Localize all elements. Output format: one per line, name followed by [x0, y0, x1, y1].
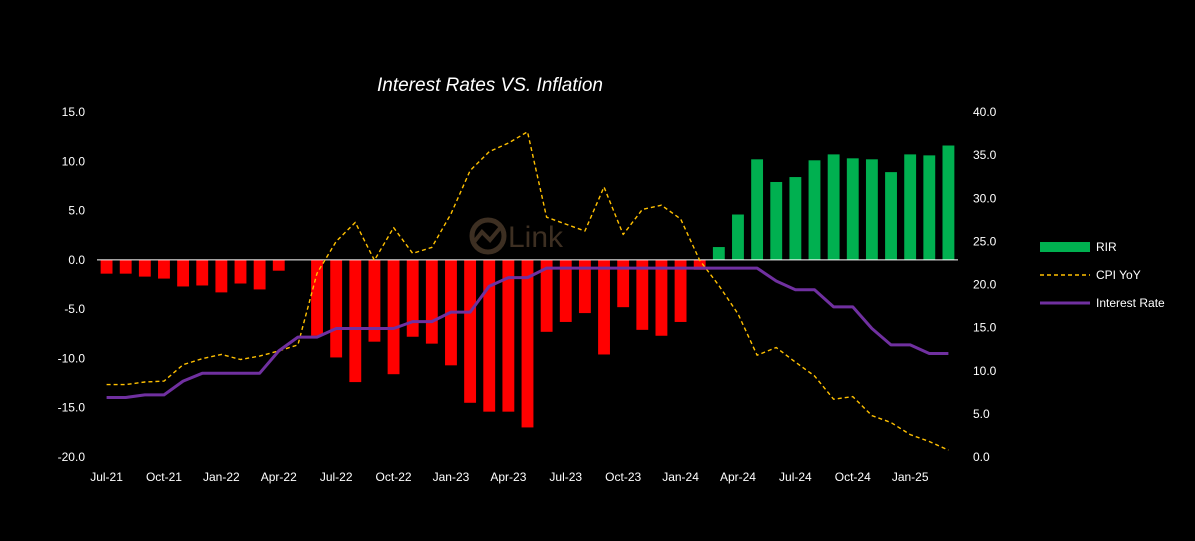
left-axis-tick-label: 15.0: [62, 105, 86, 119]
right-axis-tick-label: 5.0: [973, 407, 990, 421]
legend-label: Interest Rate: [1096, 296, 1165, 310]
rir-bar: [770, 181, 783, 260]
x-axis-tick-label: Jul-23: [549, 470, 582, 484]
rir-bar: [578, 259, 591, 314]
rir-bar: [158, 259, 170, 279]
x-axis-tick-label: Jan-23: [433, 470, 470, 484]
rir-bar: [502, 259, 515, 412]
x-axis-tick-label: Apr-22: [261, 470, 297, 484]
rir-bar: [483, 259, 496, 412]
rir-bar: [521, 259, 534, 428]
right-axis-tick-label: 0.0: [973, 450, 990, 464]
rir-bar: [540, 259, 553, 332]
x-axis: Jul-21 Oct-21 Jan-22 Apr-22 Jul-22 Oct-22 Jan-…: [90, 470, 929, 484]
left-axis-tick-label: -15.0: [58, 401, 86, 415]
x-axis-tick-label: Jan-24: [662, 470, 699, 484]
left-axis-tick-label: -10.0: [58, 351, 86, 365]
watermark-logo-icon: [469, 217, 507, 255]
rir-bar: [693, 259, 706, 270]
legend-item-rir: RIR: [1040, 240, 1117, 254]
rir-bar: [330, 259, 343, 358]
legend: RIR CPI YoY Interest Rate: [1040, 240, 1165, 310]
rir-bar: [827, 154, 840, 260]
rir-bar: [311, 259, 323, 336]
rir-bar: [865, 159, 878, 260]
rir-bar: [177, 259, 190, 287]
left-axis-tick-label: 5.0: [68, 204, 85, 218]
x-axis-tick-label: Jul-21: [90, 470, 123, 484]
interest-rate-line: [106, 266, 949, 399]
rir-bar: [598, 259, 610, 355]
x-axis-tick-label: Jan-25: [892, 470, 929, 484]
rir-bar: [942, 145, 955, 260]
right-axis-tick-label: 25.0: [973, 234, 997, 248]
left-axis-tick-label: 10.0: [62, 154, 86, 168]
legend-item-cpi-yoy: CPI YoY: [1040, 268, 1141, 282]
rir-bar: [119, 259, 132, 274]
x-axis-tick-label: Jan-22: [203, 470, 240, 484]
x-axis-tick-label: Apr-23: [490, 470, 526, 484]
watermark: Link: [469, 217, 564, 255]
rir-bar: [559, 259, 572, 322]
rir-bar: [808, 160, 821, 260]
x-axis-tick-label: Jul-24: [779, 470, 812, 484]
x-axis-tick-label: Oct-23: [605, 470, 641, 484]
legend-swatch: [1040, 242, 1090, 252]
rir-bar: [368, 259, 381, 342]
x-axis-tick-label: Oct-21: [146, 470, 182, 484]
watermark-text: Link: [508, 221, 564, 254]
left-axis-tick-label: -20.0: [58, 450, 86, 464]
rir-bar: [234, 259, 247, 284]
rir-bar: [272, 259, 285, 271]
rir-bar: [885, 172, 897, 260]
rir-bar: [846, 158, 859, 260]
rir-bar: [904, 154, 917, 260]
rir-bar: [138, 259, 151, 277]
rir-bar: [196, 259, 209, 286]
rir-bars: [100, 145, 955, 428]
legend-label: CPI YoY: [1096, 268, 1141, 282]
x-axis-tick-label: Jul-22: [320, 470, 353, 484]
rir-bar: [349, 259, 362, 383]
x-axis-tick-label: Apr-24: [720, 470, 756, 484]
right-axis-tick-label: 15.0: [973, 321, 997, 335]
rir-bar: [655, 259, 668, 336]
x-axis-tick-label: Oct-24: [835, 470, 871, 484]
left-axis: 15.0 10.0 5.0 0.0 -5.0 -10.0 -15.0 -20.0: [58, 105, 86, 464]
rir-bar: [387, 259, 400, 375]
legend-label: RIR: [1096, 240, 1117, 254]
rir-bar: [215, 259, 228, 293]
watermark-logo-line-icon: [472, 226, 502, 244]
rir-bar: [636, 259, 649, 330]
right-axis-tick-label: 10.0: [973, 364, 997, 378]
legend-item-interest-rate: Interest Rate: [1040, 296, 1165, 310]
left-axis-tick-label: -5.0: [64, 302, 85, 316]
line-series: [106, 131, 949, 451]
rir-bar: [425, 259, 438, 344]
cpi-yoy-line: [106, 131, 949, 451]
right-axis-tick-label: 35.0: [973, 148, 997, 162]
left-axis-tick-label: 0.0: [68, 253, 85, 267]
rir-bar: [406, 259, 419, 337]
chart-title: Interest Rates VS. Inflation: [377, 75, 603, 96]
right-axis-tick-label: 20.0: [973, 278, 997, 292]
right-axis-tick-label: 40.0: [973, 105, 997, 119]
rir-bar: [253, 259, 266, 290]
rir-bar: [100, 259, 113, 274]
right-axis-tick-label: 30.0: [973, 191, 997, 205]
rir-bar: [732, 214, 744, 260]
rir-bar: [751, 159, 764, 260]
rir-bar: [923, 155, 936, 260]
rir-bar: [674, 259, 687, 322]
rir-bar: [617, 259, 630, 308]
x-axis-tick-label: Oct-22: [376, 470, 412, 484]
rir-bar: [789, 177, 802, 260]
right-axis: 40.0 35.0 30.0 25.0 20.0 15.0 10.0 5.0 0.0: [973, 105, 997, 464]
rir-bar: [712, 247, 725, 260]
rir-bar: [464, 259, 477, 403]
